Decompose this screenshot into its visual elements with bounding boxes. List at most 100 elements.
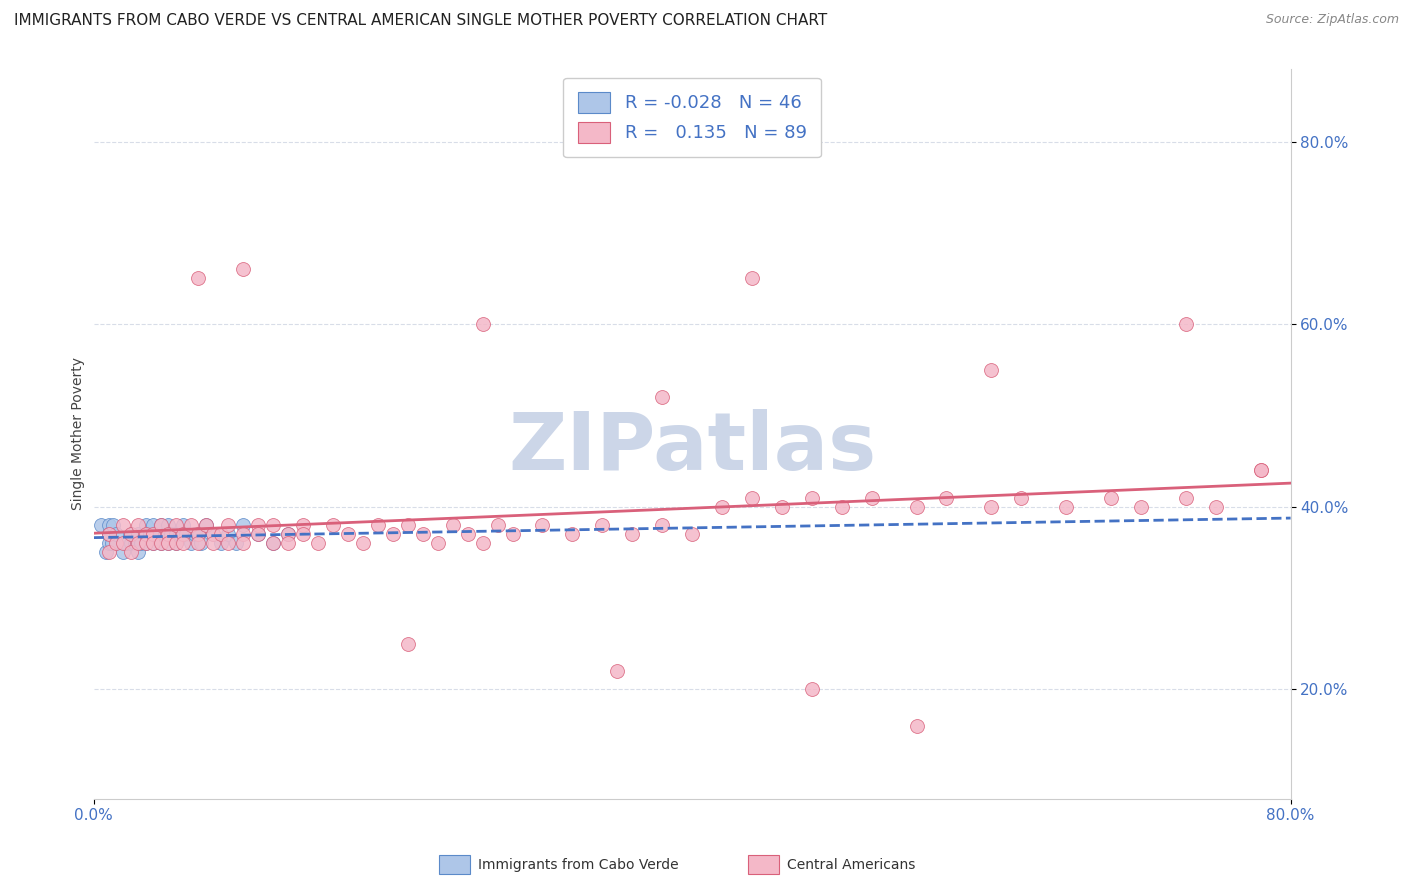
Point bbox=[277, 527, 299, 541]
Point bbox=[97, 517, 120, 532]
Point bbox=[367, 517, 389, 532]
Point bbox=[202, 536, 225, 550]
Point bbox=[100, 536, 122, 550]
Point bbox=[711, 500, 734, 514]
Point bbox=[172, 517, 194, 532]
Point bbox=[101, 517, 124, 532]
Point bbox=[232, 517, 254, 532]
Point bbox=[127, 527, 149, 541]
Point bbox=[471, 317, 494, 331]
Point bbox=[800, 491, 823, 505]
Point bbox=[194, 517, 217, 532]
Point bbox=[591, 517, 613, 532]
Point bbox=[396, 517, 419, 532]
Point bbox=[94, 545, 117, 559]
Point bbox=[770, 500, 793, 514]
Point bbox=[606, 664, 628, 678]
Point bbox=[105, 536, 128, 550]
Point bbox=[307, 536, 329, 550]
Point bbox=[217, 517, 239, 532]
Point bbox=[1054, 500, 1077, 514]
Point bbox=[457, 527, 479, 541]
Point bbox=[247, 527, 270, 541]
Point bbox=[187, 527, 209, 541]
Point bbox=[426, 536, 449, 550]
Point bbox=[217, 536, 239, 550]
Point bbox=[180, 536, 202, 550]
Point bbox=[905, 500, 928, 514]
Point bbox=[1010, 491, 1032, 505]
Point bbox=[292, 527, 315, 541]
Point bbox=[202, 527, 225, 541]
Point bbox=[142, 536, 165, 550]
Point bbox=[120, 545, 142, 559]
Point bbox=[1130, 500, 1153, 514]
Point bbox=[209, 536, 232, 550]
Text: ZIPatlas: ZIPatlas bbox=[508, 409, 876, 487]
Point bbox=[1099, 491, 1122, 505]
Point bbox=[209, 527, 232, 541]
Point bbox=[232, 536, 254, 550]
Point bbox=[149, 517, 172, 532]
Point bbox=[741, 491, 763, 505]
Point bbox=[412, 527, 434, 541]
Point bbox=[90, 517, 112, 532]
Point bbox=[120, 527, 142, 541]
Point bbox=[187, 527, 209, 541]
Point bbox=[165, 517, 187, 532]
Point bbox=[1174, 317, 1197, 331]
Point bbox=[225, 536, 247, 550]
Point bbox=[980, 500, 1002, 514]
Point bbox=[135, 517, 157, 532]
Point bbox=[187, 271, 209, 285]
Point bbox=[232, 527, 254, 541]
Point bbox=[292, 517, 315, 532]
Point bbox=[277, 536, 299, 550]
Point bbox=[157, 527, 180, 541]
Point bbox=[262, 536, 284, 550]
Point bbox=[165, 536, 187, 550]
Text: Immigrants from Cabo Verde: Immigrants from Cabo Verde bbox=[478, 858, 679, 872]
Point bbox=[97, 536, 120, 550]
Point bbox=[149, 536, 172, 550]
Point bbox=[800, 682, 823, 697]
Point bbox=[831, 500, 853, 514]
Point bbox=[145, 527, 167, 541]
Point bbox=[651, 390, 673, 404]
Point bbox=[160, 527, 183, 541]
Point bbox=[471, 536, 494, 550]
Point bbox=[232, 262, 254, 277]
Point bbox=[165, 527, 187, 541]
Point bbox=[112, 536, 135, 550]
Point bbox=[441, 517, 464, 532]
Point bbox=[486, 517, 509, 532]
Point bbox=[561, 527, 583, 541]
Text: IMMIGRANTS FROM CABO VERDE VS CENTRAL AMERICAN SINGLE MOTHER POVERTY CORRELATION: IMMIGRANTS FROM CABO VERDE VS CENTRAL AM… bbox=[14, 13, 827, 29]
Point bbox=[1205, 500, 1227, 514]
Point bbox=[172, 527, 194, 541]
Point bbox=[277, 527, 299, 541]
Point bbox=[172, 536, 194, 550]
Point bbox=[651, 517, 673, 532]
Point bbox=[127, 517, 149, 532]
Point bbox=[97, 527, 120, 541]
Y-axis label: Single Mother Poverty: Single Mother Poverty bbox=[72, 357, 86, 510]
Point bbox=[217, 527, 239, 541]
Point bbox=[531, 517, 554, 532]
Point bbox=[187, 536, 209, 550]
Point bbox=[176, 527, 198, 541]
Point bbox=[165, 536, 187, 550]
Point bbox=[202, 527, 225, 541]
Point bbox=[112, 517, 135, 532]
Point bbox=[1250, 463, 1272, 477]
Point bbox=[860, 491, 883, 505]
Legend: R = -0.028   N = 46, R =   0.135   N = 89: R = -0.028 N = 46, R = 0.135 N = 89 bbox=[564, 78, 821, 157]
Point bbox=[190, 536, 212, 550]
Point bbox=[115, 536, 138, 550]
Point bbox=[741, 271, 763, 285]
Point bbox=[142, 517, 165, 532]
Point bbox=[396, 637, 419, 651]
Point bbox=[142, 527, 165, 541]
Point bbox=[97, 527, 120, 541]
Point bbox=[262, 536, 284, 550]
